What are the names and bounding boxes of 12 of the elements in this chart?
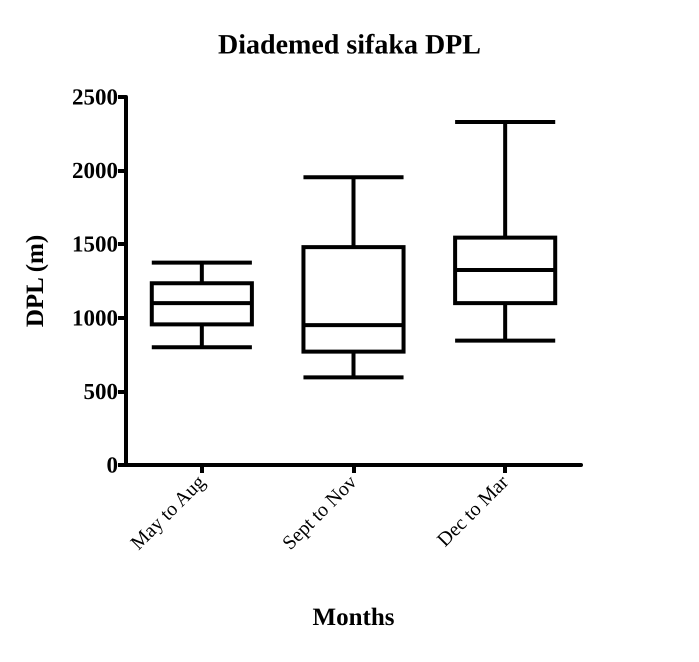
x-tick-label: Dec to Mar [433, 470, 514, 552]
x-axis-title: Months [312, 604, 395, 631]
y-tick-label: 2500 [72, 84, 118, 110]
x-tick-label: Sept to Nov [278, 471, 362, 554]
x-tick-label: May to Aug [126, 471, 210, 554]
chart-title: Diademed sifaka DPL [218, 30, 481, 60]
y-tick-label: 1000 [72, 305, 118, 330]
y-tick-label: 2000 [72, 158, 118, 184]
y-tick-label: 500 [84, 378, 118, 404]
y-tick-label: 1500 [72, 232, 118, 257]
y-tick-label: 0 [106, 452, 118, 478]
y-axis-title: DPL (m) [22, 234, 49, 328]
